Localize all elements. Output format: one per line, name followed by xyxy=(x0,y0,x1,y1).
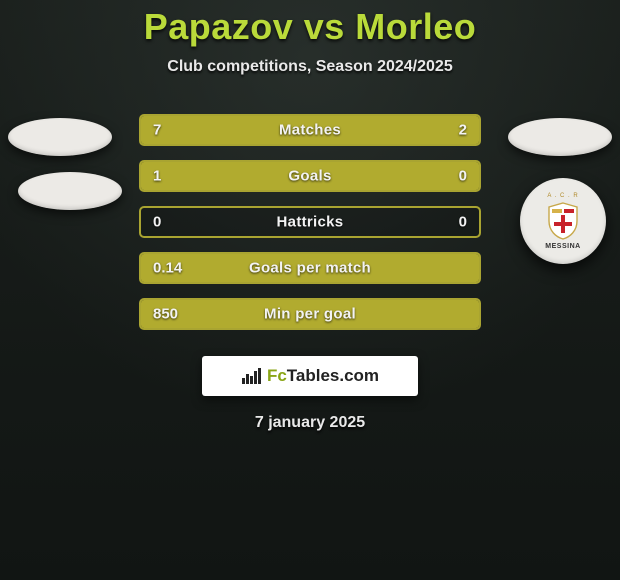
club-name: MESSINA xyxy=(545,243,580,250)
brand-suffix: Tables.com xyxy=(287,366,379,385)
stat-value-left: 0.14 xyxy=(153,260,182,277)
stat-value-left: 850 xyxy=(153,306,178,323)
stat-value-right: 0 xyxy=(459,168,467,185)
stat-label: Matches xyxy=(279,122,341,139)
brand-box: FcTables.com xyxy=(202,356,418,396)
stat-row: 850 Min per goal xyxy=(139,298,481,330)
stat-value-right: 0 xyxy=(459,214,467,231)
comparison-card: Papazov vs Morleo Club competitions, Sea… xyxy=(0,0,620,580)
stat-bar-right xyxy=(405,162,479,190)
club-badge: A . C . R MESSINA xyxy=(520,178,606,264)
player-left-avatar-placeholder xyxy=(8,118,112,156)
player-left-avatar-placeholder-2 xyxy=(18,172,122,210)
stat-value-left: 7 xyxy=(153,122,161,139)
stat-label: Goals per match xyxy=(249,260,371,277)
subtitle: Club competitions, Season 2024/2025 xyxy=(0,58,620,76)
stat-label: Goals xyxy=(288,168,331,185)
stat-value-left: 1 xyxy=(153,168,161,185)
stat-row: 1 0 Goals xyxy=(139,160,481,192)
stat-row: 0.14 Goals per match xyxy=(139,252,481,284)
bar-chart-icon xyxy=(241,366,263,386)
stat-value-right: 2 xyxy=(459,122,467,139)
stat-label: Min per goal xyxy=(264,306,356,323)
club-arc-text: A . C . R xyxy=(547,193,578,199)
stat-row: 0 0 Hattricks xyxy=(139,206,481,238)
brand-prefix: Fc xyxy=(267,366,287,385)
stat-row: 7 2 Matches xyxy=(139,114,481,146)
shield-icon xyxy=(546,201,580,241)
player-right-avatar-placeholder xyxy=(508,118,612,156)
date-label: 7 january 2025 xyxy=(0,414,620,432)
stat-value-left: 0 xyxy=(153,214,161,231)
stat-bar-left xyxy=(141,162,405,190)
page-title: Papazov vs Morleo xyxy=(0,6,620,48)
brand-text: FcTables.com xyxy=(267,366,379,386)
stat-bar-left xyxy=(141,116,398,144)
stat-label: Hattricks xyxy=(277,214,344,231)
